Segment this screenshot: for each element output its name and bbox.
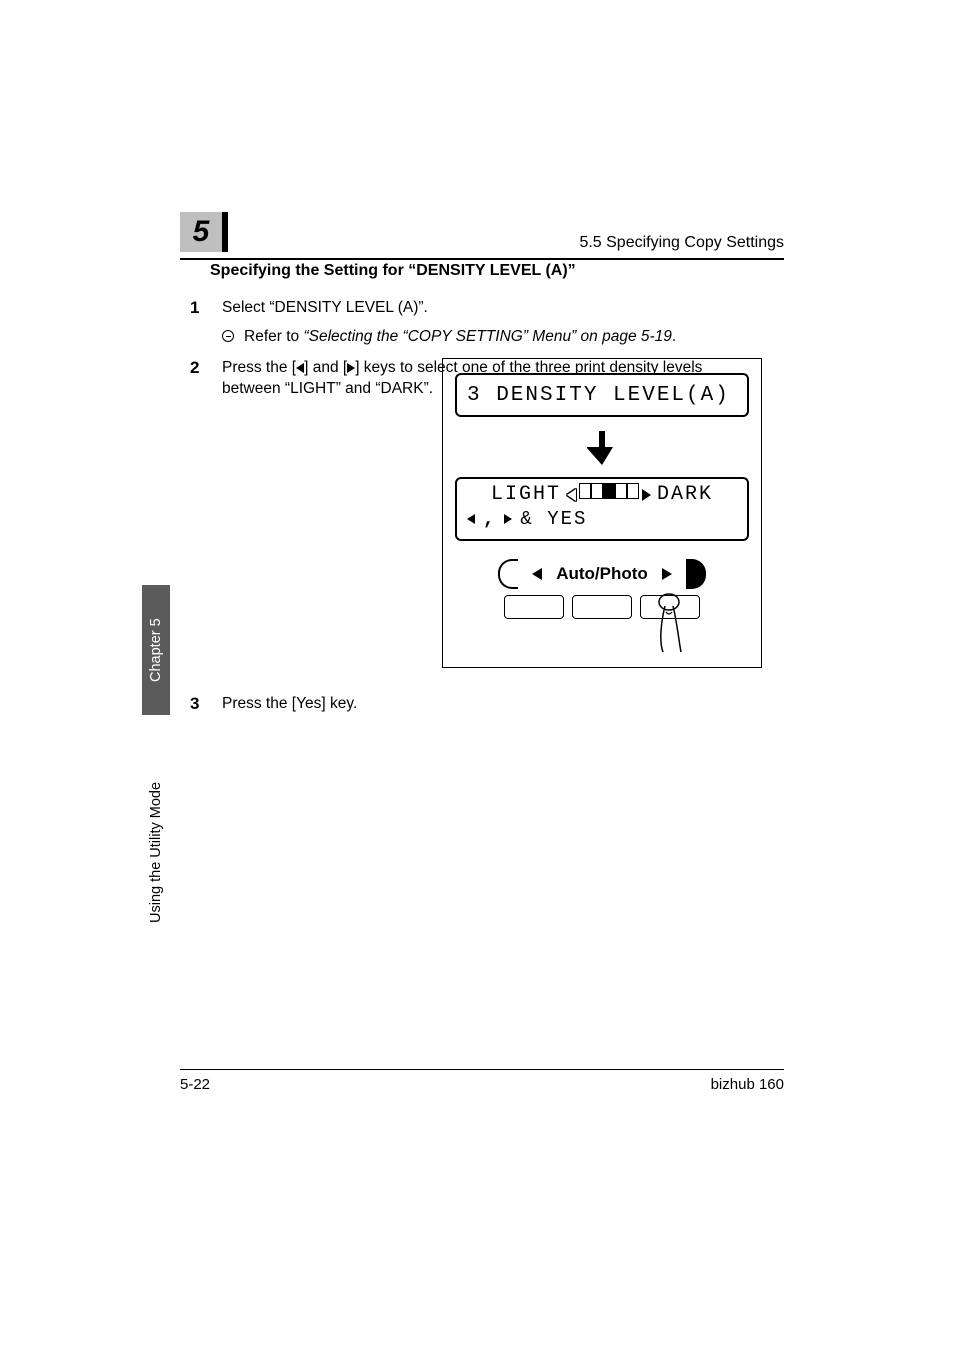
lcd-dark-label: DARK (657, 483, 713, 506)
density-bar (627, 483, 639, 499)
physical-button-1 (504, 595, 564, 619)
auto-photo-control: Auto/Photo (455, 559, 749, 589)
hollow-bullet-icon (222, 330, 234, 342)
section-heading: Specifying the Setting for “DENSITY LEVE… (210, 262, 576, 280)
lcd-light-label: LIGHT (491, 483, 561, 506)
chapter-number-box: 5 (180, 212, 228, 252)
side-tab-chapter: Chapter 5 (142, 585, 170, 715)
lcd-density-row: LIGHT DARK (467, 483, 737, 506)
density-right-indicator-icon (642, 489, 651, 501)
right-arrow-icon (347, 363, 355, 373)
lcd-line-2: LIGHT DARK , & YES (455, 477, 749, 541)
density-bar (615, 483, 627, 499)
step-2-number: 2 (190, 358, 208, 400)
step-1-text: Select “DENSITY LEVEL (A)”. (222, 299, 428, 316)
step-1-subitem: Refer to “Selecting the “COPY SETTING” M… (222, 327, 676, 348)
left-arrow-icon (296, 363, 304, 373)
step-2-text-b: ] and [ (304, 359, 347, 376)
finger-press-icon (651, 592, 691, 657)
physical-button-2 (572, 595, 632, 619)
running-title: 5.5 Specifying Copy Settings (579, 234, 784, 252)
density-light-icon (498, 559, 518, 589)
step-1-body: Select “DENSITY LEVEL (A)”. Refer to “Se… (222, 298, 676, 348)
footer-page-number: 5-22 (180, 1076, 210, 1093)
step-2-text-a: Press the [ (222, 359, 296, 376)
lcd-line-1-text: 3 DENSITY LEVEL(A) (467, 384, 730, 407)
step-1-sub-ital: “Selecting the “COPY SETTING” Menu” on p… (303, 328, 671, 345)
running-header: 5 5.5 Specifying Copy Settings (180, 212, 784, 260)
lcd-hint-text: & YES (520, 508, 587, 530)
step-1-sub-prefix: Refer to (244, 328, 303, 345)
density-left-indicator-icon (567, 489, 576, 501)
step-3-number: 3 (190, 694, 208, 715)
page-footer: 5-22 bizhub 160 (180, 1069, 784, 1093)
auto-right-arrow-icon (662, 568, 672, 580)
step-3: 3 Press the [Yes] key. (190, 694, 357, 715)
density-bars (579, 483, 639, 506)
lcd-figure: 3 DENSITY LEVEL(A) LIGHT DARK , & YES Au… (442, 358, 762, 668)
auto-photo-label: Auto/Photo (556, 564, 648, 584)
down-arrow-icon (587, 431, 617, 465)
density-dark-icon (686, 559, 706, 589)
hint-right-arrow-icon (504, 514, 512, 524)
step-1-sub-text: Refer to “Selecting the “COPY SETTING” M… (244, 327, 676, 348)
lcd-hint-row: , & YES (467, 506, 737, 530)
three-button-row (455, 595, 749, 619)
step-3-body: Press the [Yes] key. (222, 694, 357, 715)
chapter-number: 5 (193, 215, 210, 249)
step-1-sub-suffix: . (672, 328, 676, 345)
side-tab-chapter-text: Chapter 5 (148, 618, 164, 682)
density-bar (579, 483, 591, 499)
step-3-text: Press the [Yes] key. (222, 695, 357, 712)
step-1: 1 Select “DENSITY LEVEL (A)”. Refer to “… (190, 298, 676, 348)
hint-left-arrow-icon (467, 514, 475, 524)
step-1-number: 1 (190, 298, 208, 348)
side-tab-section-text: Using the Utility Mode (148, 781, 164, 922)
side-tab-section: Using the Utility Mode (142, 717, 170, 987)
page: 5 5.5 Specifying Copy Settings Specifyin… (0, 0, 954, 1351)
density-bar (603, 483, 615, 499)
density-bar (591, 483, 603, 499)
footer-model: bizhub 160 (711, 1076, 784, 1093)
auto-left-arrow-icon (532, 568, 542, 580)
lcd-line-1: 3 DENSITY LEVEL(A) (455, 373, 749, 417)
